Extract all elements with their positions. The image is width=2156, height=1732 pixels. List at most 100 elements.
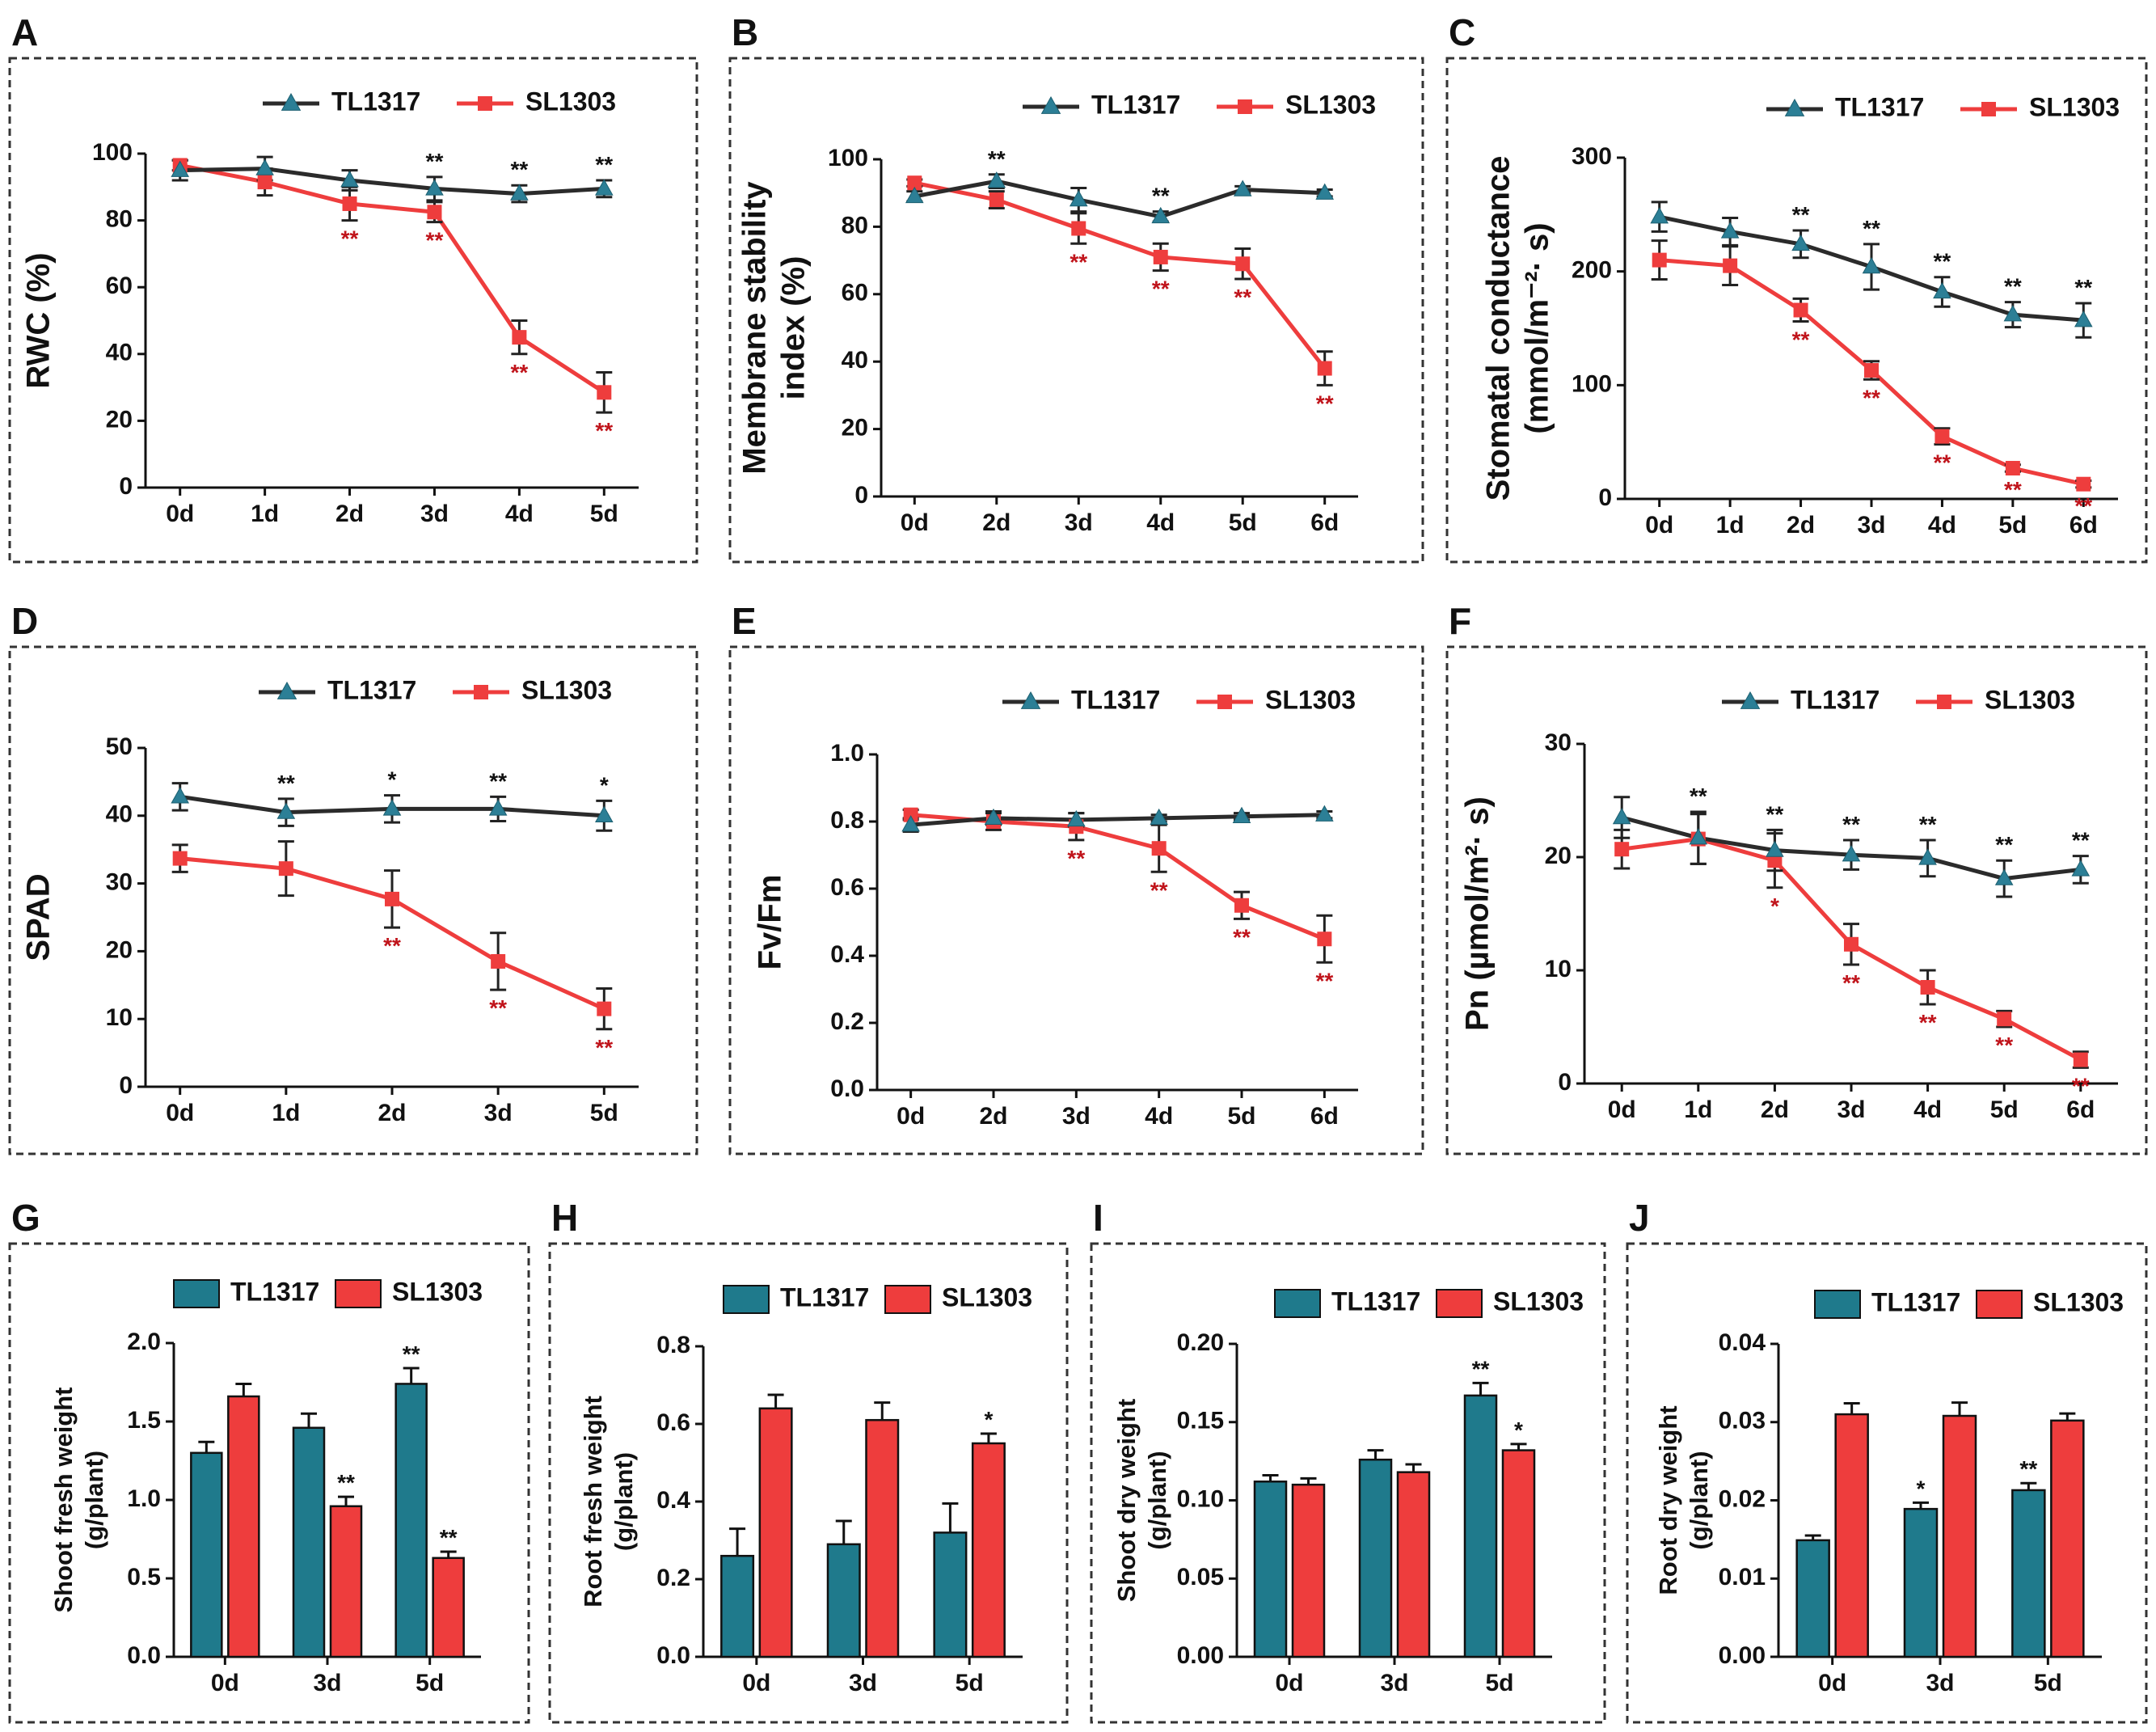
- x-tick-label: 3d: [313, 1670, 341, 1696]
- legend-marker-sl1303: [474, 685, 488, 699]
- series-tl1317: [902, 810, 1333, 833]
- legend-marker-tl1317: [281, 92, 302, 111]
- legend-label: SL1303: [525, 87, 616, 116]
- x-tick-label: 5d: [590, 1100, 618, 1126]
- y-tick-label: 0: [1598, 484, 1612, 511]
- panel-h: H 0.0 0.2 0.4 0.6 0.8 0d 3d 5d Root fresh weight(…: [548, 1197, 1069, 1724]
- x-tick-label: 1d: [1684, 1096, 1712, 1123]
- y-tick-label: 0.15: [1177, 1408, 1224, 1434]
- significance-label: **: [1315, 968, 1333, 993]
- legend-swatch-sl1303: [884, 1285, 931, 1314]
- significance-label: **: [510, 157, 528, 182]
- panel-frame: [728, 57, 1424, 564]
- y-tick-label: 40: [842, 347, 868, 374]
- data-point-tl1317: [1689, 828, 1708, 845]
- data-point-sl1303: [427, 205, 442, 220]
- significance-label: **: [341, 226, 359, 251]
- y-tick-label: 0.2: [830, 1008, 864, 1035]
- x-tick-label: 6d: [1310, 1103, 1339, 1130]
- legend-label: SL1303: [942, 1282, 1032, 1312]
- data-point-sl1303: [257, 175, 272, 190]
- x-tick-label: 3d: [1837, 1096, 1865, 1123]
- data-point-tl1317: [171, 787, 190, 804]
- x-tick-label: 4d: [1146, 509, 1175, 536]
- y-tick-label: 200: [1572, 257, 1612, 284]
- legend-swatch-tl1317: [1814, 1290, 1861, 1319]
- panel-frame: [728, 645, 1424, 1155]
- series-sl1303: [906, 178, 1333, 387]
- legend-swatch-tl1317: [173, 1279, 220, 1308]
- panel-letter: G: [11, 1197, 40, 1239]
- data-point-sl1303: [1652, 252, 1667, 268]
- y-axis-label: SPAD: [21, 873, 57, 961]
- legend-label: SL1303: [2033, 1287, 2124, 1316]
- legend-label: TL1317: [1331, 1286, 1420, 1316]
- data-point-tl1317: [171, 160, 190, 177]
- x-tick-label: 4d: [505, 501, 534, 527]
- y-tick-label: 20: [106, 936, 133, 963]
- significance-label: *: [1770, 893, 1779, 919]
- data-point-sl1303: [1153, 249, 1168, 264]
- data-point-tl1317: [1791, 234, 1810, 251]
- data-point-tl1317: [594, 805, 614, 822]
- x-tick-label: 5d: [590, 501, 618, 527]
- panel-letter: D: [11, 600, 38, 642]
- significance-label: **: [2072, 828, 2090, 853]
- y-tick-label: 1.0: [830, 740, 864, 767]
- y-tick-label: 0.2: [656, 1565, 690, 1591]
- significance-label: **: [337, 1470, 355, 1495]
- legend-label: SL1303: [1265, 685, 1356, 714]
- x-tick-label: 2d: [1787, 512, 1815, 539]
- series-line: [910, 813, 1326, 941]
- significance-label: **: [1150, 877, 1168, 902]
- panel-frame: [548, 1242, 1069, 1724]
- data-point-sl1303: [342, 196, 357, 211]
- significance-label: **: [595, 418, 613, 443]
- legend-swatch-sl1303: [1976, 1290, 2023, 1319]
- y-tick-label: 40: [106, 340, 133, 366]
- significance-label: **: [2074, 275, 2092, 300]
- x-tick-label: 1d: [272, 1100, 300, 1126]
- significance-label: **: [1690, 784, 1707, 809]
- data-point-sl1303: [2005, 461, 2020, 476]
- bar-sl1303: [1291, 1483, 1326, 1658]
- y-tick-label: 0.04: [1719, 1329, 1766, 1356]
- significance-label: **: [1070, 249, 1087, 274]
- x-tick-label: 0d: [1608, 1096, 1636, 1123]
- panel-frame: [8, 645, 698, 1155]
- legend-marker-sl1303: [1937, 695, 1951, 709]
- bar-sl1303: [432, 1557, 465, 1658]
- y-tick-label: 1.0: [127, 1485, 161, 1512]
- data-point-sl1303: [1934, 429, 1950, 444]
- y-tick-label: 0.0: [127, 1642, 161, 1669]
- data-point-sl1303: [989, 192, 1004, 208]
- y-tick-label: 0: [119, 1072, 133, 1099]
- bar-tl1317: [1903, 1507, 1939, 1658]
- data-point-sl1303: [2073, 1052, 2088, 1067]
- series-tl1317: [906, 173, 1333, 223]
- y-tick-label: 0.6: [830, 874, 864, 901]
- y-tick-label: 0: [119, 473, 133, 500]
- legend-label: TL1317: [1871, 1287, 1960, 1316]
- panel-a: A 0 20 40 60 80 100 0d 1d 2d 3d 4d 5d RWC (%) TL1317 SL…: [8, 11, 698, 564]
- data-point-tl1317: [382, 799, 402, 816]
- data-point-sl1303: [1235, 256, 1251, 272]
- y-tick-label: 40: [106, 801, 133, 828]
- bar-sl1303: [971, 1442, 1006, 1658]
- significance-label: **: [1934, 249, 1951, 274]
- x-tick-label: 3d: [484, 1100, 513, 1126]
- y-tick-label: 0.0: [830, 1075, 864, 1102]
- data-point-tl1317: [984, 808, 1003, 826]
- significance-label: **: [1766, 801, 1784, 826]
- series-line: [910, 813, 1325, 827]
- legend-marker-tl1317: [1784, 98, 1805, 116]
- y-axis-label: index (%): [776, 256, 812, 400]
- significance-label: **: [426, 228, 444, 253]
- significance-label: **: [1842, 970, 1860, 995]
- data-point-tl1317: [1862, 257, 1881, 274]
- data-point-tl1317: [2003, 305, 2023, 322]
- data-point-sl1303: [1071, 221, 1086, 236]
- significance-label: **: [2004, 274, 2022, 299]
- legend-swatch-tl1317: [1274, 1289, 1321, 1318]
